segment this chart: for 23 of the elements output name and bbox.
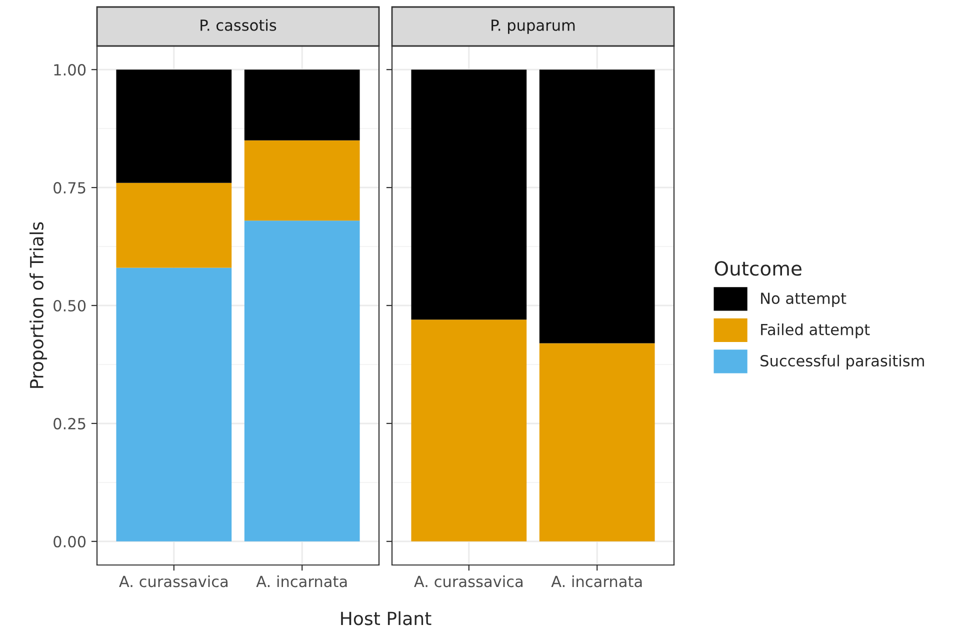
x-tick-label: A. incarnata [256, 575, 347, 588]
legend-label: Failed attempt [761, 323, 870, 338]
bar [244, 140, 360, 221]
x-tick-label: A. curassavica [119, 575, 228, 588]
bar [244, 70, 360, 140]
x-tick-label: A. curassavica [414, 575, 522, 588]
y-tick-label: 1.00 [54, 64, 86, 76]
bar [116, 182, 232, 268]
legend-label: No attempt [761, 292, 846, 308]
bar [116, 70, 232, 183]
legend-title: Outcome [714, 261, 802, 276]
chart-title: P. cassotis [200, 19, 276, 31]
x-tick-label: A. incarnata [551, 575, 642, 588]
y-tick-label: 0.75 [54, 182, 86, 194]
y-tick-label: 0.25 [54, 418, 86, 430]
bar [244, 220, 360, 542]
y-tick-label: 0.00 [54, 536, 86, 548]
legend-label: Successful parasitism [760, 354, 924, 370]
y-tick-label: 0.50 [54, 300, 86, 312]
bar [116, 268, 232, 542]
chart-title: P. puparum [492, 20, 575, 34]
y-axis-title: Proportion of Trials [30, 222, 48, 388]
x-axis-title: Host Plant [341, 611, 432, 626]
